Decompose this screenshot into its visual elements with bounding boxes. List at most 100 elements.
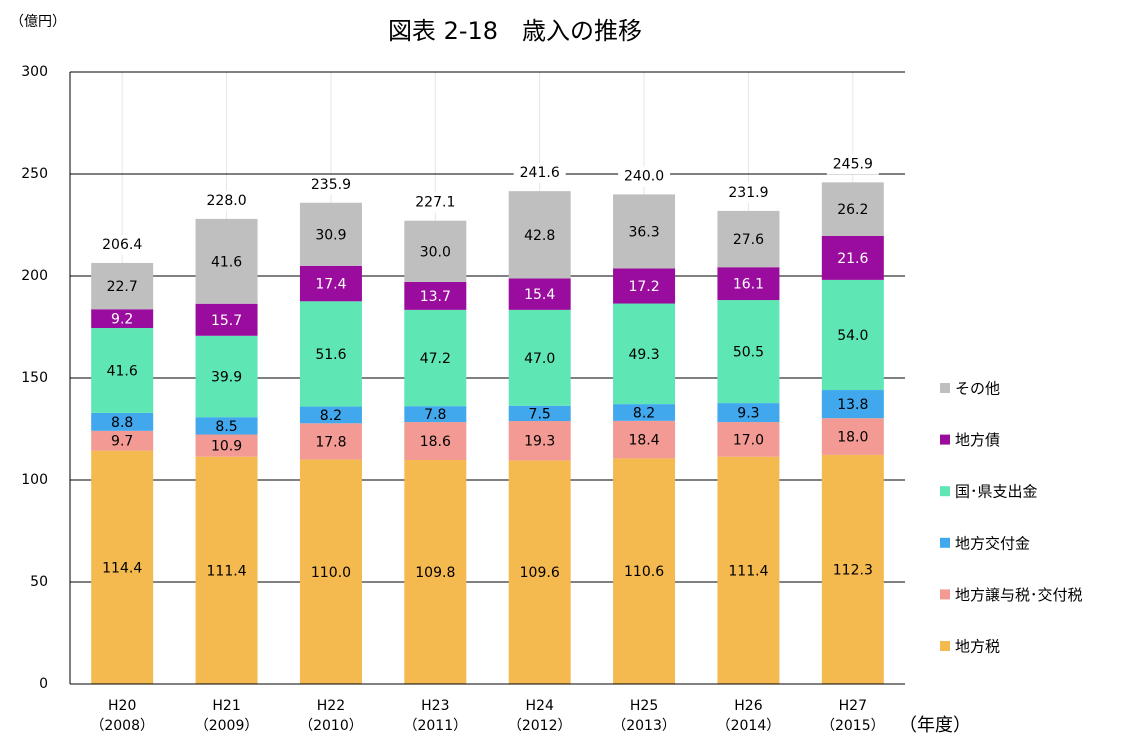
bar-segment: [508, 278, 571, 310]
value-label: 112.3: [833, 562, 873, 578]
bar-segment: [299, 423, 362, 460]
chart-title: 図表 2-18 歳入の推移: [388, 17, 642, 45]
bar-segment: [91, 412, 154, 431]
bar-segment: [404, 309, 467, 407]
bar-segment: [299, 202, 362, 266]
value-label: 17.2: [628, 279, 659, 295]
value-label: 51.6: [315, 347, 346, 363]
value-label: 15.7: [211, 313, 242, 329]
value-label: 111.4: [207, 563, 247, 579]
value-label: 8.2: [320, 408, 342, 424]
value-label: 49.3: [628, 347, 659, 363]
value-label: 10.9: [211, 439, 242, 455]
bar-segment: [821, 235, 884, 280]
bar-segment: [508, 309, 571, 406]
x-tick-label: H21 （2009）: [195, 698, 259, 734]
bar-segment: [91, 262, 154, 310]
y-tick-label: 250: [21, 166, 48, 182]
value-label: 8.8: [111, 415, 133, 431]
total-label: 241.6: [520, 165, 560, 181]
value-label: 17.0: [733, 432, 764, 448]
y-tick-label: 100: [21, 472, 48, 488]
value-label: 17.8: [315, 434, 346, 450]
legend-swatch: [940, 383, 950, 393]
legend-swatch: [940, 589, 950, 600]
value-label: 19.3: [524, 434, 555, 450]
value-label: 109.8: [415, 565, 455, 581]
value-label: 41.6: [211, 254, 242, 270]
legend-swatch: [940, 486, 950, 497]
y-tick-label: 200: [21, 268, 48, 284]
total-label: 231.9: [728, 185, 768, 201]
bar-segment: [91, 309, 154, 329]
bar-segment: [404, 460, 467, 684]
total-label-bg: [304, 174, 357, 195]
y-unit: （億円）: [10, 14, 66, 30]
bar-segment: [613, 194, 676, 269]
bar-segment: [299, 459, 362, 684]
value-label: 30.9: [315, 227, 346, 243]
bar-segment: [195, 434, 258, 457]
x-tick-label: H22 （2010）: [299, 698, 363, 734]
bar-segment: [613, 420, 676, 459]
bar-segment: [717, 300, 780, 404]
value-label: 39.9: [211, 369, 242, 385]
bar-segment: [613, 268, 676, 304]
bar-segment: [404, 281, 467, 310]
value-label: 42.8: [524, 228, 555, 244]
bar-segment: [404, 220, 467, 282]
value-label: 54.0: [837, 328, 868, 344]
bar-segment: [717, 422, 780, 457]
bar-segment: [717, 210, 780, 268]
bar-segment: [821, 418, 884, 455]
x-tick-label: H25 （2013）: [612, 698, 676, 734]
total-label-bg: [722, 182, 775, 203]
value-label: 109.6: [520, 565, 560, 581]
value-label: 110.0: [311, 565, 351, 581]
bar-segment: [91, 328, 154, 413]
total-label: 227.1: [415, 195, 455, 211]
bar-segment: [821, 454, 884, 684]
total-label-bg: [409, 192, 462, 213]
value-label: 7.8: [424, 407, 446, 423]
bar-segment: [508, 421, 571, 461]
bar-segment: [821, 279, 884, 391]
legend-label: 国･県支出金: [955, 483, 1038, 501]
value-label: 47.0: [524, 351, 555, 367]
bar-segment: [717, 267, 780, 301]
value-label: 18.0: [837, 430, 868, 446]
x-unit: （年度）: [899, 715, 971, 736]
legend-label: 地方譲与税･交付税: [955, 586, 1083, 604]
value-label: 9.3: [737, 406, 759, 422]
value-label: 41.6: [107, 363, 138, 379]
value-label: 7.5: [529, 406, 551, 422]
value-label: 110.6: [624, 564, 664, 580]
legend-swatch: [940, 641, 950, 651]
value-label: 16.1: [733, 277, 764, 293]
value-label: 111.4: [728, 563, 768, 579]
bar-segment: [821, 390, 884, 419]
value-label: 36.3: [628, 224, 659, 240]
bar-segment: [508, 460, 571, 684]
x-tick-label: H20 （2008）: [90, 698, 154, 734]
y-tick-label: 0: [39, 676, 48, 692]
y-tick-label: 300: [21, 64, 48, 80]
value-label: 15.4: [524, 287, 555, 303]
total-label: 228.0: [207, 193, 247, 209]
total-label-bg: [826, 154, 879, 175]
value-label: 13.7: [420, 289, 451, 305]
value-label: 8.2: [633, 405, 655, 421]
total-label: 206.4: [102, 237, 142, 253]
total-label: 240.0: [624, 168, 664, 184]
legend-label: 地方税: [955, 638, 1000, 656]
total-label-bg: [618, 166, 671, 187]
bar-segment: [299, 265, 362, 302]
bar-segment: [717, 456, 780, 684]
value-label: 27.6: [733, 232, 764, 248]
legend-swatch: [940, 434, 950, 445]
value-label: 47.2: [420, 351, 451, 367]
bar-segment: [404, 406, 467, 423]
bar-segment: [821, 182, 884, 236]
bar-segment: [717, 403, 780, 423]
